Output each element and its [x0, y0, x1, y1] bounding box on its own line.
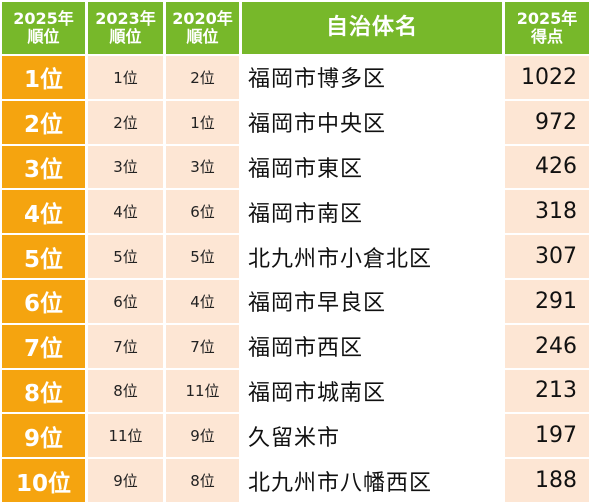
header-rank-2020-year: 2020年	[172, 8, 233, 28]
rank-2025-cell: 3位	[2, 145, 85, 189]
rank-2023-cell: 8位	[88, 369, 163, 413]
rank-2025-cell: 1位	[2, 56, 85, 99]
municipality-name-cell: 久留米市	[242, 414, 502, 458]
rank-2025-cell: 8位	[2, 369, 85, 413]
municipality-name-cell: 北九州市八幡西区	[242, 459, 502, 502]
rank-2023-cell: 5位	[88, 235, 163, 278]
rank-2025-cell: 9位	[2, 414, 85, 458]
rank-2020-cell: 7位	[166, 324, 239, 368]
rank-2023-cell: 6位	[88, 279, 163, 323]
rank-2020-cell: 3位	[166, 145, 239, 189]
header-rank-2023-year: 2023年	[95, 8, 156, 28]
score-2025-cell: 188	[505, 459, 589, 502]
header-rank-2023-label: 順位	[109, 27, 142, 46]
score-2025-cell: 972	[505, 100, 589, 144]
header-score-2025-year: 2025年	[516, 8, 578, 28]
rank-2025-cell: 5位	[2, 235, 85, 278]
score-2025-cell: 318	[505, 190, 589, 234]
rank-2020-cell: 9位	[166, 414, 239, 458]
score-2025-cell: 213	[505, 369, 589, 413]
rank-2025-cell: 2位	[2, 100, 85, 144]
rank-2020-cell: 8位	[166, 459, 239, 502]
header-rank-2020-label: 順位	[186, 27, 219, 46]
rank-2025-cell: 10位	[2, 459, 85, 502]
header-score-2025-label: 得点	[530, 27, 563, 46]
score-2025-cell: 291	[505, 279, 589, 323]
header-rank-2025-year: 2025年	[13, 8, 74, 28]
rank-2023-cell: 2位	[88, 100, 163, 144]
municipality-name-cell: 福岡市東区	[242, 145, 502, 189]
score-2025-cell: 1022	[505, 56, 589, 99]
municipality-name-cell: 福岡市博多区	[242, 56, 502, 99]
header-rank-2023: 2023年 順位	[88, 2, 163, 54]
score-2025-cell: 307	[505, 235, 589, 278]
header-municipality: 自治体名	[242, 2, 502, 54]
municipality-name-cell: 福岡市南区	[242, 190, 502, 234]
rank-2020-cell: 6位	[166, 190, 239, 234]
rank-2023-cell: 11位	[88, 414, 163, 458]
score-2025-cell: 197	[505, 414, 589, 458]
score-2025-cell: 246	[505, 324, 589, 368]
rank-2025-cell: 4位	[2, 190, 85, 234]
rank-2023-cell: 3位	[88, 145, 163, 189]
rank-2023-cell: 9位	[88, 459, 163, 502]
rank-2020-cell: 2位	[166, 56, 239, 99]
header-rank-2020: 2020年 順位	[166, 2, 239, 54]
score-2025-cell: 426	[505, 145, 589, 189]
municipality-name-cell: 福岡市西区	[242, 324, 502, 368]
rank-2025-cell: 6位	[2, 279, 85, 323]
rank-2020-cell: 11位	[166, 369, 239, 413]
rank-2023-cell: 4位	[88, 190, 163, 234]
rank-2020-cell: 4位	[166, 279, 239, 323]
rank-2025-cell: 7位	[2, 324, 85, 368]
rank-2020-cell: 5位	[166, 235, 239, 278]
municipality-name-cell: 北九州市小倉北区	[242, 235, 502, 278]
municipality-name-cell: 福岡市城南区	[242, 369, 502, 413]
rank-2020-cell: 1位	[166, 100, 239, 144]
header-score-2025: 2025年 得点	[505, 2, 589, 54]
header-rank-2025: 2025年 順位	[2, 2, 85, 54]
rank-2023-cell: 1位	[88, 56, 163, 99]
municipality-name-cell: 福岡市中央区	[242, 100, 502, 144]
header-rank-2025-label: 順位	[27, 27, 60, 46]
municipality-name-cell: 福岡市早良区	[242, 279, 502, 323]
rank-2023-cell: 7位	[88, 324, 163, 368]
